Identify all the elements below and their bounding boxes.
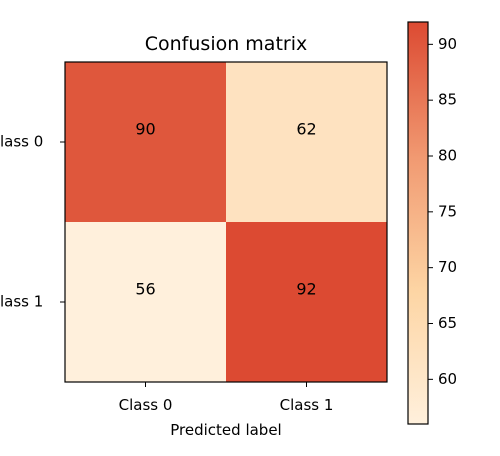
y-tick-label: lass 1 — [0, 293, 43, 311]
colorbar-frame — [407, 21, 429, 425]
colorbar-ticks: 60 65 70 75 80 85 90 — [428, 35, 457, 388]
colorbar-tick-label: 80 — [438, 147, 457, 165]
heatmap-cells — [65, 62, 387, 382]
colorbar-tick-label: 70 — [438, 258, 457, 276]
cell-value-label-r0-c1: 62 — [296, 120, 316, 139]
y-axis-ticks: lass 0 lass 1 — [0, 133, 65, 311]
heatmap-cell-r1-c0 — [65, 222, 226, 382]
x-axis-ticks: Class 0 Class 1 — [119, 382, 334, 414]
colorbar-gradient — [408, 22, 428, 424]
plot-frame — [64, 61, 388, 383]
y-tick-label: lass 0 — [0, 133, 43, 151]
heatmap-cell-r0-c0 — [65, 62, 226, 222]
heatmap-cell-labels: 90 62 56 92 — [135, 120, 316, 299]
colorbar-tick-label: 65 — [438, 314, 457, 332]
colorbar-tick-label: 75 — [438, 202, 457, 220]
colorbar-tick-label: 90 — [438, 35, 457, 53]
cell-value-label-r0-c0: 90 — [135, 120, 155, 139]
cell-value-label-r1-c0: 56 — [135, 280, 155, 299]
colorbar: 60 65 70 75 80 85 90 — [407, 21, 457, 425]
x-axis-label: Predicted label — [170, 421, 281, 439]
colorbar-tick-label: 60 — [438, 370, 457, 388]
heatmap-cell-r1-c1 — [226, 222, 387, 382]
colorbar-tick-label: 85 — [438, 91, 457, 109]
heatmap-cell-r0-c1 — [226, 62, 387, 222]
chart-title: Confusion matrix — [145, 33, 307, 55]
cell-value-label-r1-c1: 92 — [296, 280, 316, 299]
x-tick-label: Class 1 — [280, 396, 334, 414]
x-tick-label: Class 0 — [119, 396, 173, 414]
